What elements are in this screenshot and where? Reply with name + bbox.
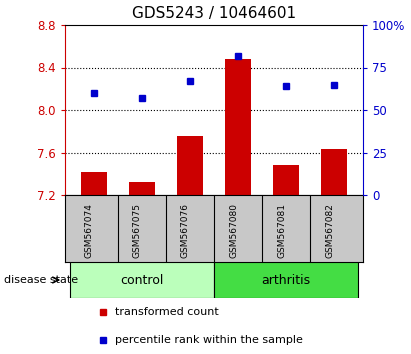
Text: transformed count: transformed count [115, 307, 219, 317]
Text: disease state: disease state [4, 275, 78, 285]
Text: GSM567075: GSM567075 [133, 203, 142, 258]
Bar [321, 149, 347, 195]
Text: GSM567080: GSM567080 [229, 203, 238, 258]
Text: GSM567074: GSM567074 [85, 203, 94, 258]
Bar [70, 262, 214, 298]
Text: control: control [120, 274, 164, 286]
Bar [273, 165, 299, 195]
Text: arthritis: arthritis [261, 274, 311, 286]
Bar [177, 136, 203, 195]
Bar [214, 262, 358, 298]
Bar [225, 59, 251, 195]
Bar [81, 172, 107, 195]
Text: GSM567076: GSM567076 [181, 203, 190, 258]
Title: GDS5243 / 10464601: GDS5243 / 10464601 [132, 6, 296, 21]
Bar [129, 182, 155, 195]
Text: GSM567081: GSM567081 [277, 203, 286, 258]
Text: GSM567082: GSM567082 [325, 203, 334, 258]
Text: percentile rank within the sample: percentile rank within the sample [115, 335, 303, 345]
